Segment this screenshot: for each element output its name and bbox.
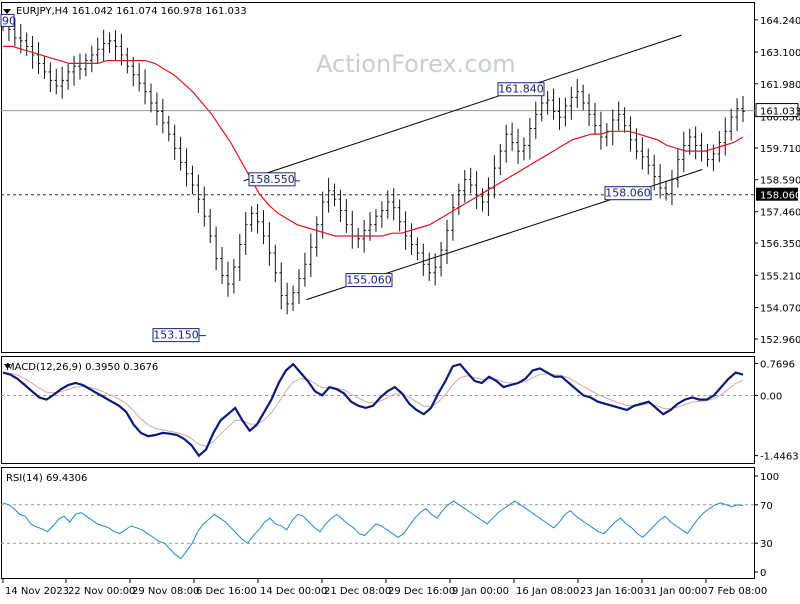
annotation-high-dec: 158.550 bbox=[249, 173, 295, 186]
price-tick-label: 158.590 bbox=[760, 176, 800, 187]
price-tick-label: 163.100 bbox=[760, 48, 800, 59]
x-tick-label: 29 Dec 16:00 bbox=[388, 586, 455, 597]
price-tick-label: 160.830 bbox=[760, 112, 800, 123]
price-tick-label: 161.980 bbox=[760, 80, 800, 91]
rsi-tick-label: 70 bbox=[760, 501, 773, 512]
x-tick-label: 21 Dec 08:00 bbox=[324, 586, 391, 597]
rsi-line bbox=[2, 500, 744, 560]
left-edge-box bbox=[0, 13, 15, 27]
annotation-low-dec: 153.150 bbox=[153, 329, 199, 342]
annotation-low-feb-box bbox=[604, 186, 652, 201]
annotation-high-jan-box bbox=[497, 82, 545, 97]
macd-panel-frame bbox=[1, 356, 755, 464]
current-price-box bbox=[755, 103, 799, 118]
price-tick-label: 164.240 bbox=[760, 16, 800, 27]
price-tick-label: 155.210 bbox=[760, 271, 800, 282]
rsi-tick-label: 100 bbox=[760, 472, 779, 483]
macd-tick-label: 0.00 bbox=[760, 391, 782, 402]
price-annotations: 158.550 153.150 155.060 161.840 158.060 161.0… bbox=[0, 13, 800, 343]
annotation-low-jan: 155.060 bbox=[346, 274, 392, 287]
price-panel-frame bbox=[1, 2, 755, 353]
price-tick-label: 159.710 bbox=[760, 144, 800, 155]
price-tick-label: 156.350 bbox=[760, 239, 800, 250]
annotation-low-feb: 158.060 bbox=[605, 187, 651, 200]
channel-upper-line bbox=[243, 34, 682, 182]
x-tick-label: 9 Jan 00:00 bbox=[452, 586, 509, 597]
x-tick-label: 7 Feb 08:00 bbox=[708, 586, 767, 597]
x-tick-label: 31 Jan 00:00 bbox=[644, 586, 707, 597]
rsi-series-layer: 100 70 30 0 bbox=[1, 472, 779, 579]
x-tick-label: 22 Nov 00:00 bbox=[68, 586, 135, 597]
rsi-tick-label: 0 bbox=[760, 568, 766, 579]
macd-signal-line bbox=[2, 372, 744, 447]
watermark: ActionForex.com bbox=[316, 50, 516, 78]
price-tick-label: 154.070 bbox=[760, 304, 800, 315]
annotation-low-jan-box bbox=[345, 273, 393, 288]
price-tick-label: 157.460 bbox=[760, 208, 800, 219]
annotation-high-jan: 161.840 bbox=[498, 83, 544, 96]
macd-tick-label: 0.7696 bbox=[760, 359, 795, 370]
macd-dropdown-icon[interactable] bbox=[4, 364, 11, 369]
x-tick-label: 14 Dec 00:00 bbox=[260, 586, 327, 597]
price-ticks: 164.240 163.100 161.980 160.830 159.710 158.5… bbox=[754, 16, 800, 346]
x-tick-label: 14 Nov 2023 bbox=[5, 586, 69, 597]
moving-average-line bbox=[3, 45, 744, 237]
support-price-box bbox=[756, 187, 798, 201]
price-panel-title: EURJPY,H4 161.042 161.074 160.978 161.03… bbox=[16, 6, 247, 17]
price-tick-label: 152.960 bbox=[760, 335, 800, 346]
support-price-label: 158.060 bbox=[760, 191, 800, 202]
macd-tick-label: -1.4463 bbox=[760, 452, 799, 463]
rsi-panel-frame bbox=[1, 467, 755, 579]
rsi-panel-title: RSI(14) 69.4306 bbox=[6, 473, 87, 484]
price-series-layer bbox=[1, 14, 755, 315]
macd-line bbox=[2, 362, 744, 458]
macd-panel-title: MACD(12,26,9) 0.3950 0.3676 bbox=[6, 362, 158, 373]
annotation-high-dec-box bbox=[248, 172, 296, 187]
x-tick-label: 23 Jan 16:00 bbox=[580, 586, 643, 597]
macd-series-layer: 0.7696 0.00 -1.4463 bbox=[1, 359, 799, 463]
rsi-tick-label: 30 bbox=[760, 539, 773, 550]
x-tick-label: 16 Jan 08:00 bbox=[516, 586, 579, 597]
current-price-label: 161.033 bbox=[760, 107, 800, 118]
x-tick-label: 29 Nov 08:00 bbox=[132, 586, 199, 597]
x-tick-label: 6 Dec 16:00 bbox=[196, 586, 257, 597]
symbol-dropdown-icon[interactable] bbox=[3, 9, 11, 14]
left-edge-label: 90 bbox=[2, 14, 16, 27]
